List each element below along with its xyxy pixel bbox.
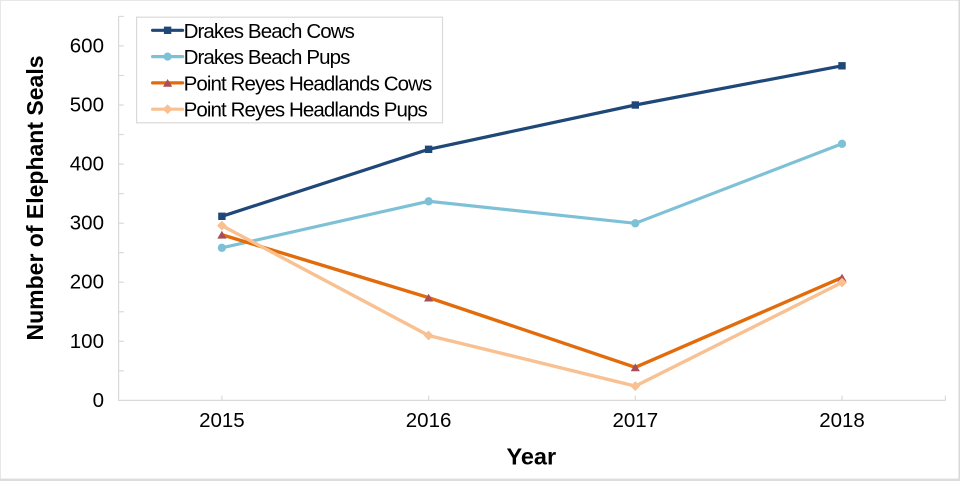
svg-text:600: 600: [70, 34, 104, 57]
svg-text:0: 0: [93, 389, 104, 412]
svg-text:2018: 2018: [819, 409, 865, 432]
svg-text:Year: Year: [506, 444, 556, 470]
svg-text:2017: 2017: [612, 409, 658, 432]
svg-text:Point Reyes Headlands Cows: Point Reyes Headlands Cows: [184, 72, 432, 95]
svg-text:500: 500: [70, 94, 104, 117]
svg-text:Drakes Beach Pups: Drakes Beach Pups: [184, 46, 351, 69]
svg-text:200: 200: [70, 271, 104, 294]
svg-text:2015: 2015: [199, 409, 245, 432]
svg-text:Drakes Beach Cows: Drakes Beach Cows: [184, 20, 355, 43]
svg-text:Point Reyes Headlands Pups: Point Reyes Headlands Pups: [184, 99, 428, 122]
svg-text:2016: 2016: [406, 409, 452, 432]
svg-text:300: 300: [70, 212, 104, 235]
svg-text:100: 100: [70, 330, 104, 353]
svg-text:Number of Elephant Seals: Number of Elephant Seals: [22, 55, 48, 340]
svg-text:400: 400: [70, 153, 104, 176]
